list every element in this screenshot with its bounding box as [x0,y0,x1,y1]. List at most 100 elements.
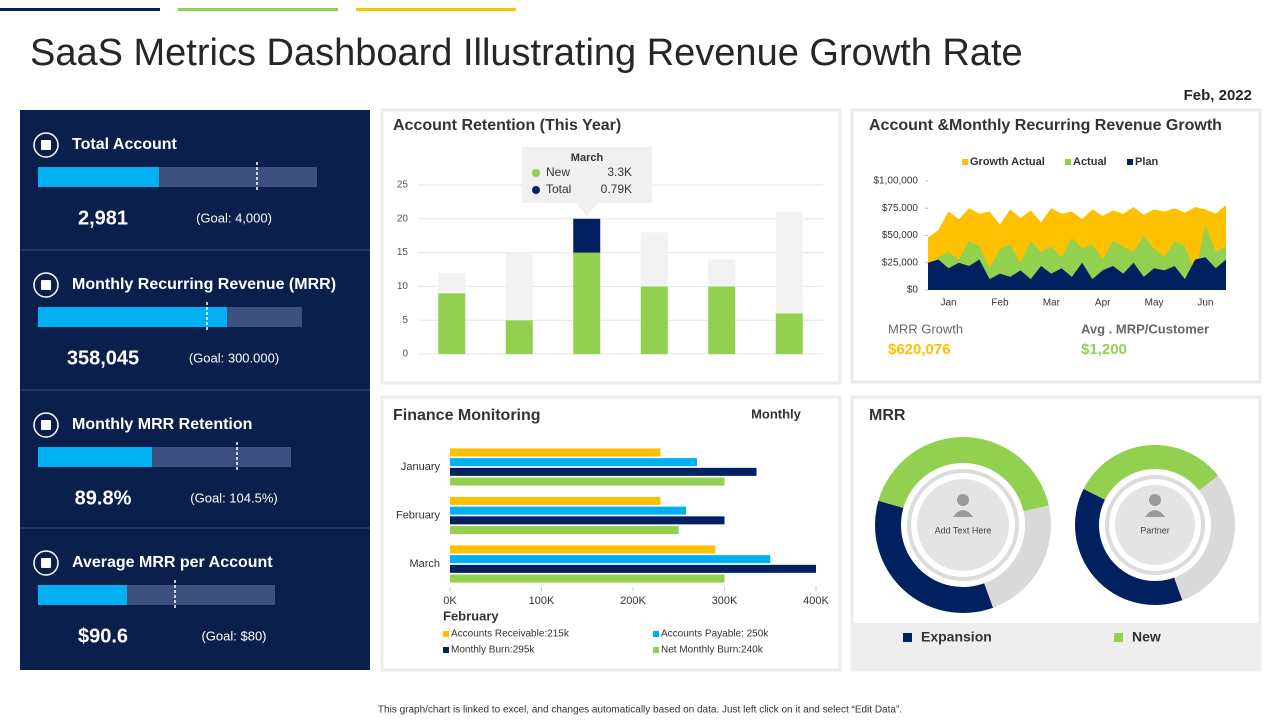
card-title: Account &Monthly Recurring Revenue Growt… [869,117,1222,134]
date: Feb, 2022 [1184,87,1252,104]
center-label: Add Text Here [935,525,992,535]
y-tick-label: $0 [907,285,919,296]
kpi-icon [33,412,59,438]
legend-label: Accounts Payable: 250k [661,629,769,640]
bar-segment [505,252,533,321]
bar [450,467,757,476]
page-title: SaaS Metrics Dashboard Illustrating Reve… [30,32,1023,74]
card-title: MRR [869,407,906,424]
legend-swatch [962,159,968,165]
x-tick-label: 0K [443,595,457,607]
donut-center [1113,483,1197,567]
kpi-value: 89.8% [75,487,132,509]
kpi-icon [33,272,59,298]
y-tick-label: January [401,461,441,473]
stat-label: MRR Growth [888,321,963,336]
bar-segment [505,320,533,354]
bar-segment [640,286,668,354]
legend-label: Net Monthly Burn:240k [661,645,764,656]
donut-segment [1075,488,1183,605]
legend-label: Monthly Burn:295k [451,645,535,656]
legend-label: Expansion [921,629,992,645]
donut-segment [878,437,1049,512]
footer-note: This graph/chart is linked to excel, and… [378,705,902,716]
kpi-goal: (Goal: $80) [201,628,266,643]
bar [450,555,771,564]
bar [450,448,661,457]
x-tick-label: 200K [620,595,646,607]
y-tick-label: 25 [397,180,409,191]
bar [450,564,816,573]
kpi-label: Average MRR per Account [72,554,273,571]
x-tick-label: 100K [529,595,555,607]
bar [450,496,661,505]
donut-segment [1174,475,1236,601]
kpi-icon [33,132,59,158]
legend-swatch [903,633,912,642]
y-tick-label: 10 [397,281,409,292]
x-tick-label: Jan [940,298,956,309]
legend-label: Plan [1135,156,1159,168]
donut-segment [1083,444,1219,500]
bar-segment [775,313,803,354]
kpi-label: Monthly MRR Retention [72,416,252,433]
legend-swatch [653,631,659,637]
legend-title: February [443,608,499,623]
x-tick-label: May [1145,298,1164,309]
kpi-goal: (Goal: 4,000) [196,210,272,225]
tooltip [522,147,652,203]
accent-line [178,8,338,11]
tooltip-title: March [571,152,604,164]
legend-swatch [1114,633,1123,642]
donut-segment [984,505,1051,608]
kpi-goal: (Goal: 300.000) [189,350,279,365]
y-tick-label: 20 [397,213,409,224]
person-icon [1149,494,1161,506]
y-tick-label: 0 [402,349,408,360]
y-tick-label: February [396,509,441,521]
person-icon [1145,510,1165,517]
center-label: Partner [1140,525,1170,535]
tooltip-value: 0.79K [601,182,632,196]
kpi-label: Monthly Recurring Revenue (MRR) [72,276,336,293]
accent-line [356,8,516,11]
progress-track [152,447,291,467]
tooltip-dot [532,186,540,194]
bar [450,526,679,535]
bar-segment [573,218,601,253]
legend-swatch [653,647,659,653]
x-tick-label: Mar [1043,298,1061,309]
progress-track [227,307,302,327]
legend-swatch [1065,159,1071,165]
legend-swatch [443,647,449,653]
bar [450,574,725,583]
bar-segment [438,272,466,294]
y-tick-label: $50,000 [882,230,919,241]
progress-fill [38,167,159,187]
y-tick-label: March [409,558,440,570]
kpi-icon [41,140,51,150]
kpi-icon [41,558,51,568]
y-tick-label: 15 [397,247,409,258]
donut-center [915,477,1011,573]
x-tick-label: Jun [1197,298,1213,309]
legend-swatch [443,631,449,637]
progress-fill [38,447,152,467]
progress-fill [38,585,127,605]
y-tick-label: $1,00,000 [874,176,919,187]
bar-segment [438,293,466,354]
kpi-goal: (Goal: 104.5%) [190,490,277,505]
bar [450,545,716,554]
bar [450,458,698,467]
y-tick-label: 5 [402,315,408,326]
x-tick-label: Apr [1095,298,1111,309]
progress-track [159,167,317,187]
legend-label: Growth Actual [970,156,1045,168]
tooltip-label: Total [546,182,571,196]
tooltip-dot [532,169,540,177]
bar-segment [640,232,668,287]
card-title: Account Retention (This Year) [393,117,621,134]
donut-ring [1105,475,1205,575]
tooltip-pointer [576,203,598,216]
